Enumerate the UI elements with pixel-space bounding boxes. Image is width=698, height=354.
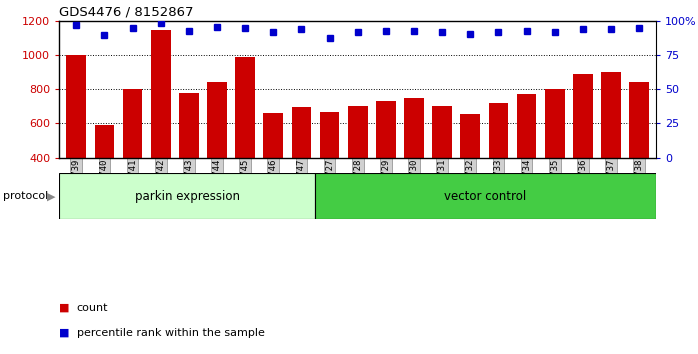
Text: count: count	[77, 303, 108, 313]
Text: ▶: ▶	[47, 192, 56, 201]
Text: percentile rank within the sample: percentile rank within the sample	[77, 328, 265, 338]
Bar	[320, 112, 339, 158]
Bar	[517, 94, 537, 158]
Text: vector control: vector control	[445, 190, 527, 203]
Bar	[263, 113, 283, 158]
Bar	[573, 74, 593, 158]
Bar	[545, 89, 565, 158]
Text: parkin expression: parkin expression	[135, 190, 239, 203]
Text: protocol: protocol	[3, 192, 49, 201]
Bar	[179, 93, 199, 158]
Bar	[59, 173, 315, 219]
Bar	[94, 125, 114, 158]
Text: ■: ■	[59, 328, 70, 338]
Bar	[207, 82, 227, 158]
Bar	[376, 101, 396, 158]
Bar	[66, 55, 86, 158]
Bar	[630, 82, 649, 158]
Bar	[461, 114, 480, 158]
Bar	[235, 57, 255, 158]
Text: ■: ■	[59, 303, 70, 313]
Bar	[151, 30, 170, 158]
Bar	[315, 173, 656, 219]
Bar	[404, 98, 424, 158]
Text: GDS4476 / 8152867: GDS4476 / 8152867	[59, 5, 194, 18]
Bar	[292, 107, 311, 158]
Bar	[489, 103, 508, 158]
Bar	[432, 107, 452, 158]
Bar	[601, 72, 621, 158]
Bar	[348, 107, 368, 158]
Bar	[123, 89, 142, 158]
